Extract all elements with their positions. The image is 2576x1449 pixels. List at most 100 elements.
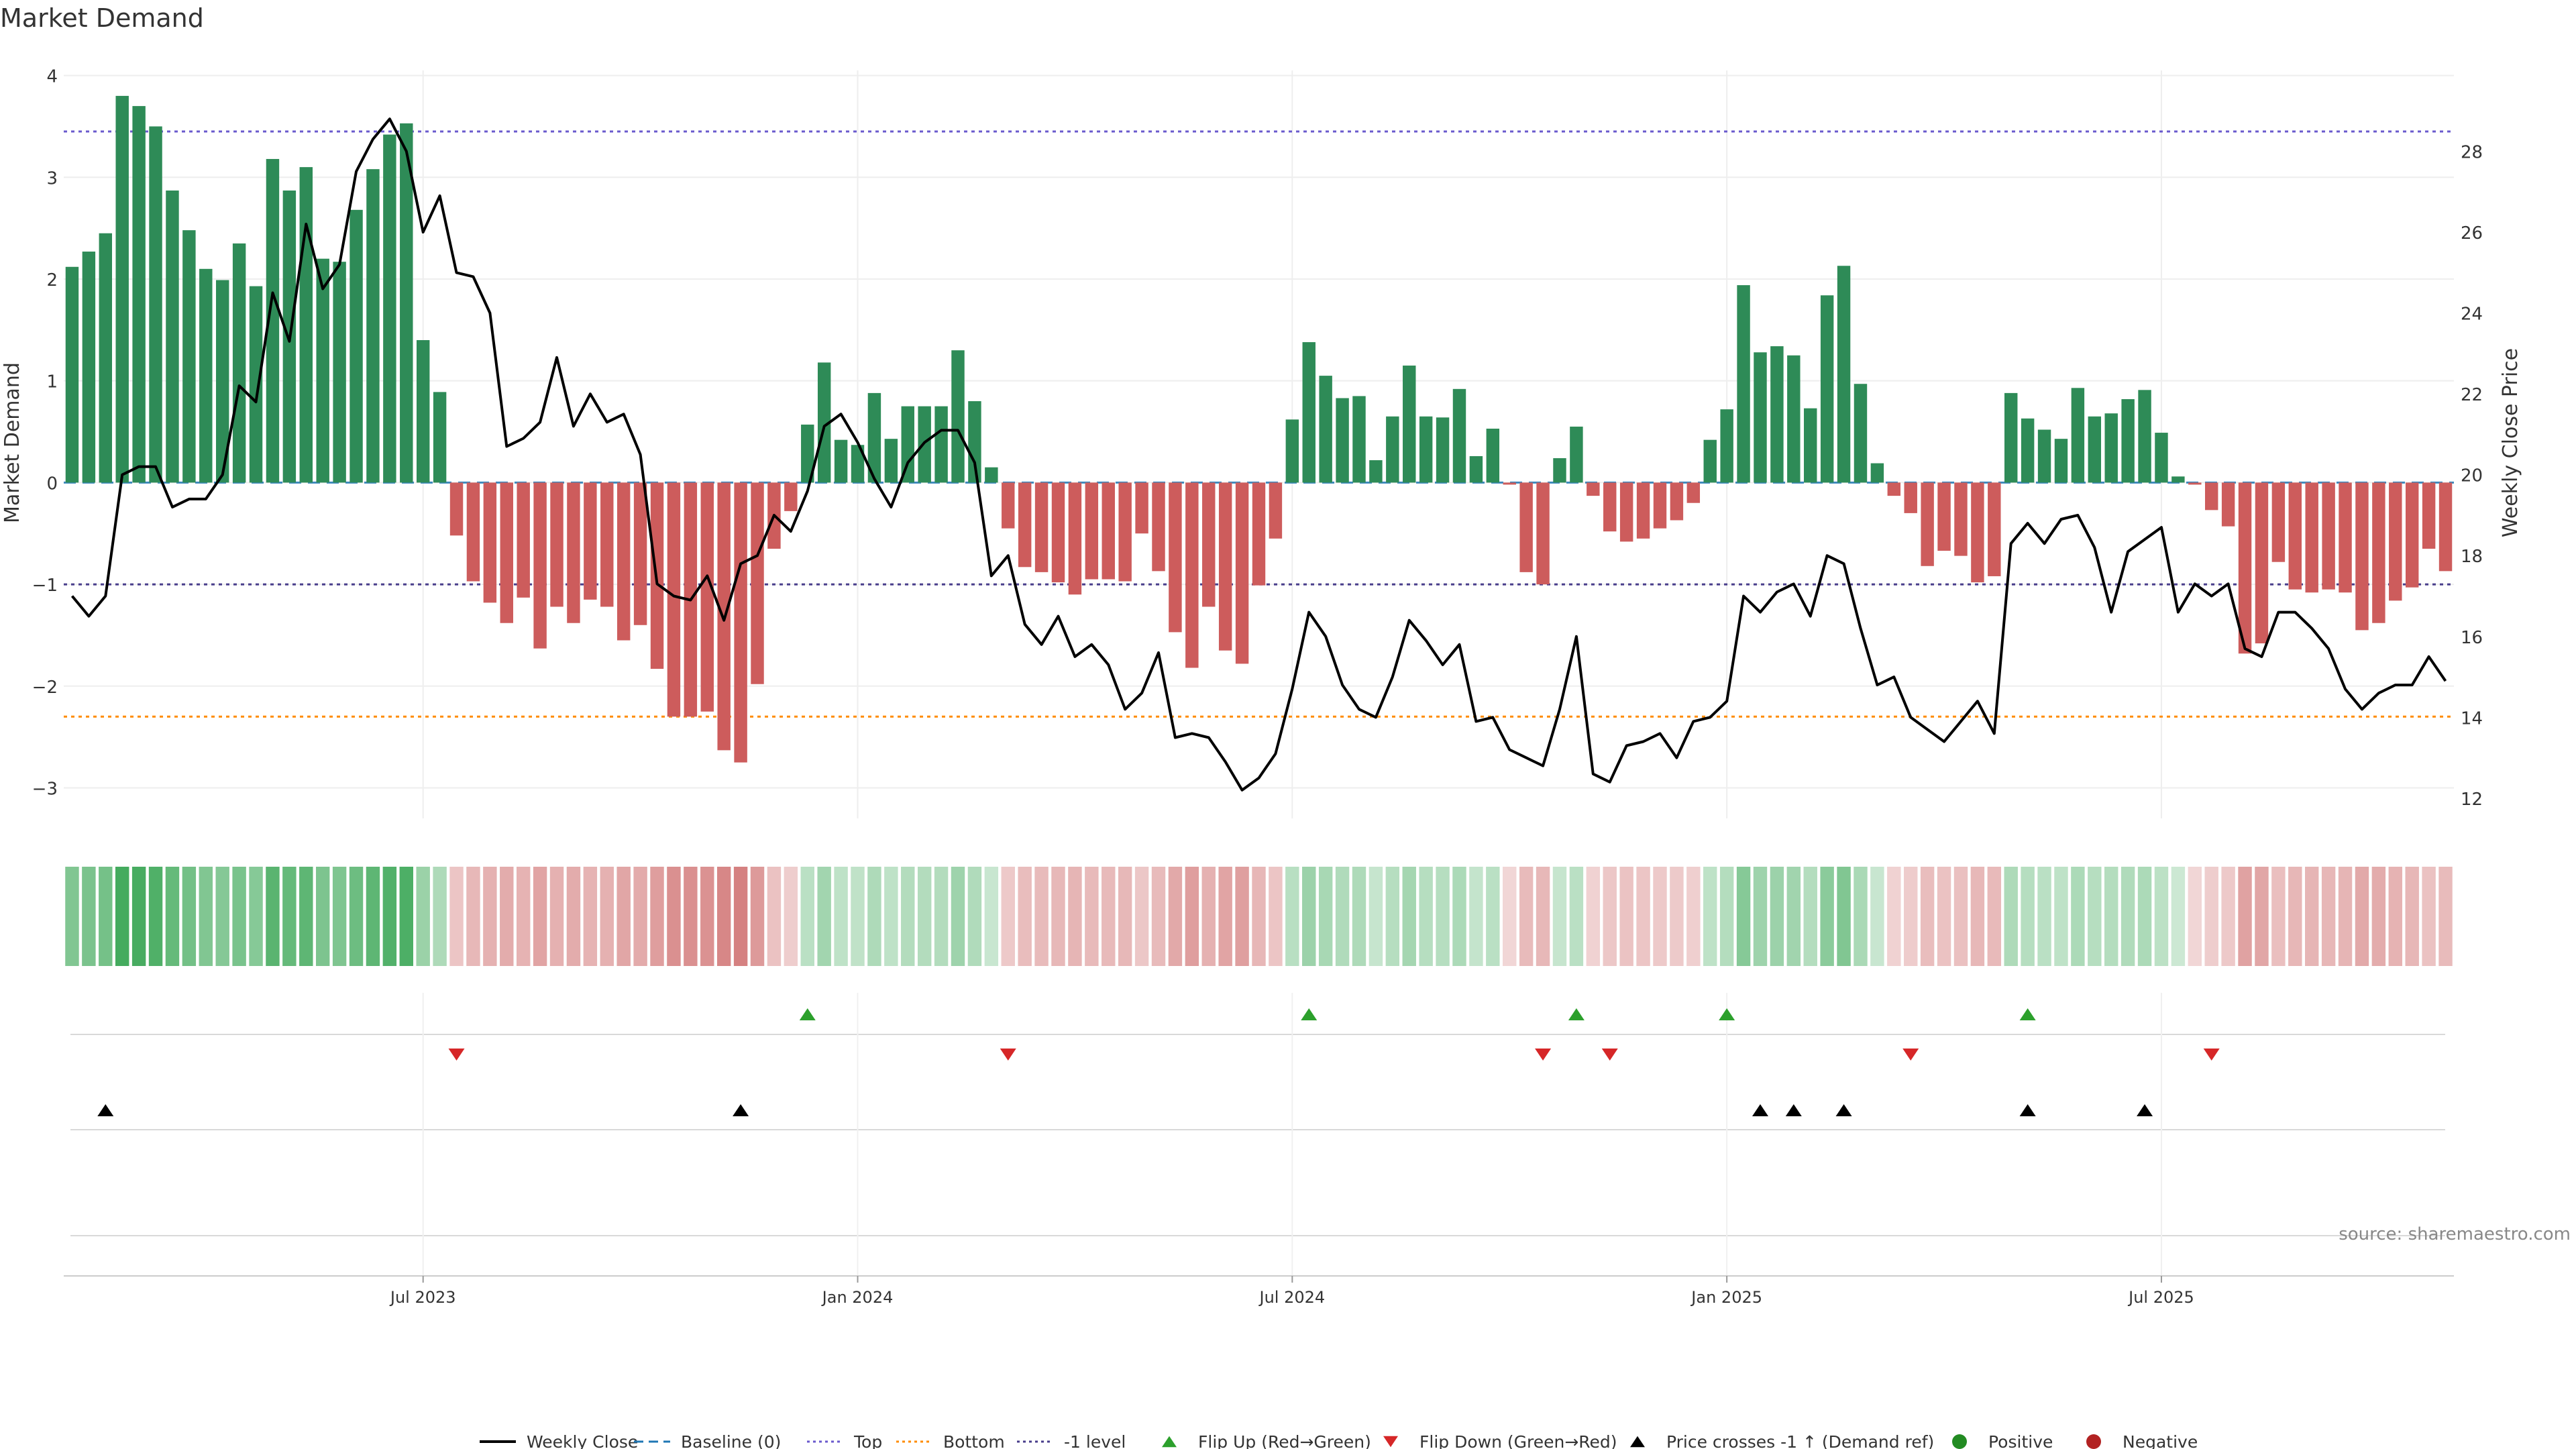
negative-bar xyxy=(1051,482,1065,583)
positive-bar xyxy=(132,106,146,483)
positive-bar xyxy=(316,258,329,483)
positive-bar xyxy=(2121,398,2135,483)
positive-bar xyxy=(834,439,848,483)
y-tick-right: 18 xyxy=(2461,547,2483,567)
heat-cell-negative xyxy=(2271,867,2286,966)
heat-cell-negative xyxy=(1887,867,1901,966)
negative-bar xyxy=(1954,482,1968,556)
heat-cell-positive xyxy=(984,867,999,966)
heat-cell-positive xyxy=(1452,867,1466,966)
heat-cell-positive xyxy=(800,867,814,966)
heat-cell-positive xyxy=(1703,867,1717,966)
positive-bar xyxy=(416,340,430,483)
positive-bar xyxy=(366,169,380,483)
heat-cell-negative xyxy=(1134,867,1149,966)
positive-bar xyxy=(801,424,814,483)
positive-bar xyxy=(968,401,981,483)
heat-cell-negative xyxy=(2338,867,2353,966)
heat-cell-positive xyxy=(199,867,213,966)
x-tick-label: Jan 2024 xyxy=(821,1288,894,1307)
heat-cell-negative xyxy=(2422,867,2436,966)
heat-cell-positive xyxy=(1786,867,1801,966)
positive-bar xyxy=(2155,433,2168,483)
negative-bar xyxy=(1169,482,1182,633)
heat-cell-positive xyxy=(349,867,364,966)
flip-down-marker xyxy=(448,1049,465,1061)
negative-bar xyxy=(1185,482,1199,668)
positive-bar xyxy=(1319,376,1332,483)
legend: Weekly Close Baseline (0) Top Bottom -1 leve… xyxy=(480,1432,2198,1449)
positive-bar xyxy=(1285,419,1299,483)
heat-cell-negative xyxy=(633,867,647,966)
negative-bar xyxy=(2188,482,2202,485)
heat-cell-positive xyxy=(2104,867,2118,966)
positive-bar xyxy=(1486,428,1500,483)
y-tick-labels: 4 3 2 1 0 −1 −2 −3 28 26 24 22 20 18 16 14 12 xyxy=(32,67,2483,810)
legend-swatch-triangle-down xyxy=(1383,1436,1398,1448)
heat-cell-negative xyxy=(1001,867,1015,966)
positive-bar xyxy=(149,126,162,483)
positive-bar xyxy=(901,406,914,483)
positive-bar xyxy=(1870,463,1884,483)
y-tick-left: −2 xyxy=(32,678,58,698)
negative-bar xyxy=(1135,482,1148,534)
heat-cell-negative xyxy=(1269,867,1283,966)
flip-down-marker xyxy=(1902,1049,1919,1061)
positive-bar xyxy=(65,266,79,483)
heat-cell-negative xyxy=(733,867,748,966)
negative-bar xyxy=(1068,482,1082,595)
y-tick-right: 28 xyxy=(2461,143,2483,163)
heat-cell-negative xyxy=(1034,867,1049,966)
negative-bar xyxy=(1202,482,1216,607)
flip-down-marker xyxy=(1601,1049,1618,1061)
positive-bar xyxy=(2171,476,2185,483)
flip-up-marker xyxy=(1719,1008,1735,1020)
negative-bar xyxy=(2389,482,2402,601)
heat-cell-positive xyxy=(901,867,915,966)
y-tick-right: 22 xyxy=(2461,385,2483,405)
heat-cell-positive xyxy=(1552,867,1567,966)
negative-bar xyxy=(2271,482,2286,562)
heat-cell-negative xyxy=(2188,867,2202,966)
negative-bar xyxy=(1252,482,1266,586)
negative-bar xyxy=(1603,482,1617,532)
legend-label: Negative xyxy=(2123,1432,2198,1449)
heat-cell-positive xyxy=(834,867,848,966)
heat-cell-positive xyxy=(1419,867,1433,966)
heat-cell-positive xyxy=(249,867,263,966)
y-tick-right: 12 xyxy=(2461,790,2483,810)
heat-cell-positive xyxy=(1469,867,1483,966)
heat-cell-negative xyxy=(1536,867,1550,966)
price-cross-marker xyxy=(2019,1104,2036,1116)
negative-bar xyxy=(550,482,564,607)
heat-cell-negative xyxy=(2304,867,2319,966)
y-tick-right: 16 xyxy=(2461,628,2483,648)
heat-cell-negative xyxy=(2221,867,2235,966)
price-series xyxy=(70,117,2447,792)
heat-cell-positive xyxy=(1368,867,1383,966)
heat-cell-negative xyxy=(1904,867,1918,966)
heat-cell-positive xyxy=(1820,867,1834,966)
positive-bar xyxy=(249,286,263,483)
heat-cell-positive xyxy=(1285,867,1299,966)
legend-label: Top xyxy=(853,1432,882,1449)
heat-cell-negative xyxy=(1970,867,1985,966)
heat-cell-positive xyxy=(967,867,982,966)
positive-bar xyxy=(1804,408,1817,483)
legend-label: Weekly Close xyxy=(527,1432,638,1449)
heat-cell-negative xyxy=(566,867,581,966)
positive-bar xyxy=(199,268,213,483)
heat-cell-negative xyxy=(1018,867,1032,966)
heat-cell-positive xyxy=(2071,867,2085,966)
negative-bar xyxy=(633,482,647,625)
heat-cell-negative xyxy=(500,867,514,966)
x-tick-label: Jul 2025 xyxy=(2127,1288,2194,1307)
heat-cell-positive xyxy=(1486,867,1500,966)
negative-bar xyxy=(1921,482,1934,566)
positive-bar xyxy=(1570,426,1583,483)
heat-cell-negative xyxy=(449,867,464,966)
flip-down-marker xyxy=(2203,1049,2220,1061)
heat-cell-positive xyxy=(917,867,932,966)
y-axis-right-label: Weekly Close Price xyxy=(2499,348,2522,537)
